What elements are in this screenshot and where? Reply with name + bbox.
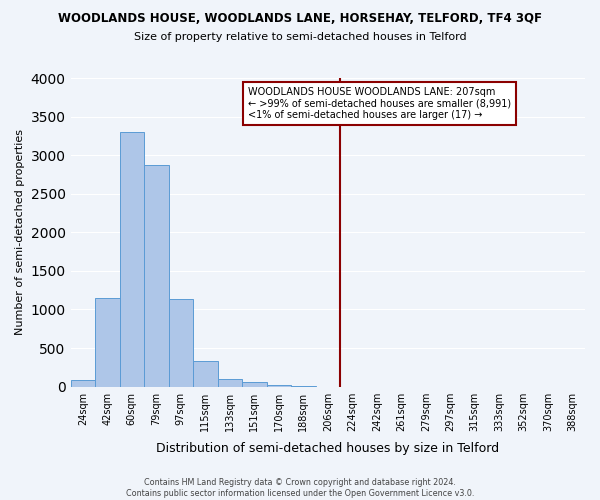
Y-axis label: Number of semi-detached properties: Number of semi-detached properties	[15, 130, 25, 336]
Bar	[144, 165, 169, 386]
Text: WOODLANDS HOUSE, WOODLANDS LANE, HORSEHAY, TELFORD, TF4 3QF: WOODLANDS HOUSE, WOODLANDS LANE, HORSEHA…	[58, 12, 542, 26]
Bar	[119, 132, 144, 386]
Text: WOODLANDS HOUSE WOODLANDS LANE: 207sqm
← >99% of semi-detached houses are smalle: WOODLANDS HOUSE WOODLANDS LANE: 207sqm ←…	[248, 88, 511, 120]
Text: Contains HM Land Registry data © Crown copyright and database right 2024.
Contai: Contains HM Land Registry data © Crown c…	[126, 478, 474, 498]
Bar	[218, 378, 242, 386]
Bar	[71, 380, 95, 386]
Bar	[169, 300, 193, 386]
X-axis label: Distribution of semi-detached houses by size in Telford: Distribution of semi-detached houses by …	[156, 442, 499, 455]
Bar	[242, 382, 266, 386]
Text: Size of property relative to semi-detached houses in Telford: Size of property relative to semi-detach…	[134, 32, 466, 42]
Bar	[193, 361, 218, 386]
Bar	[95, 298, 119, 386]
